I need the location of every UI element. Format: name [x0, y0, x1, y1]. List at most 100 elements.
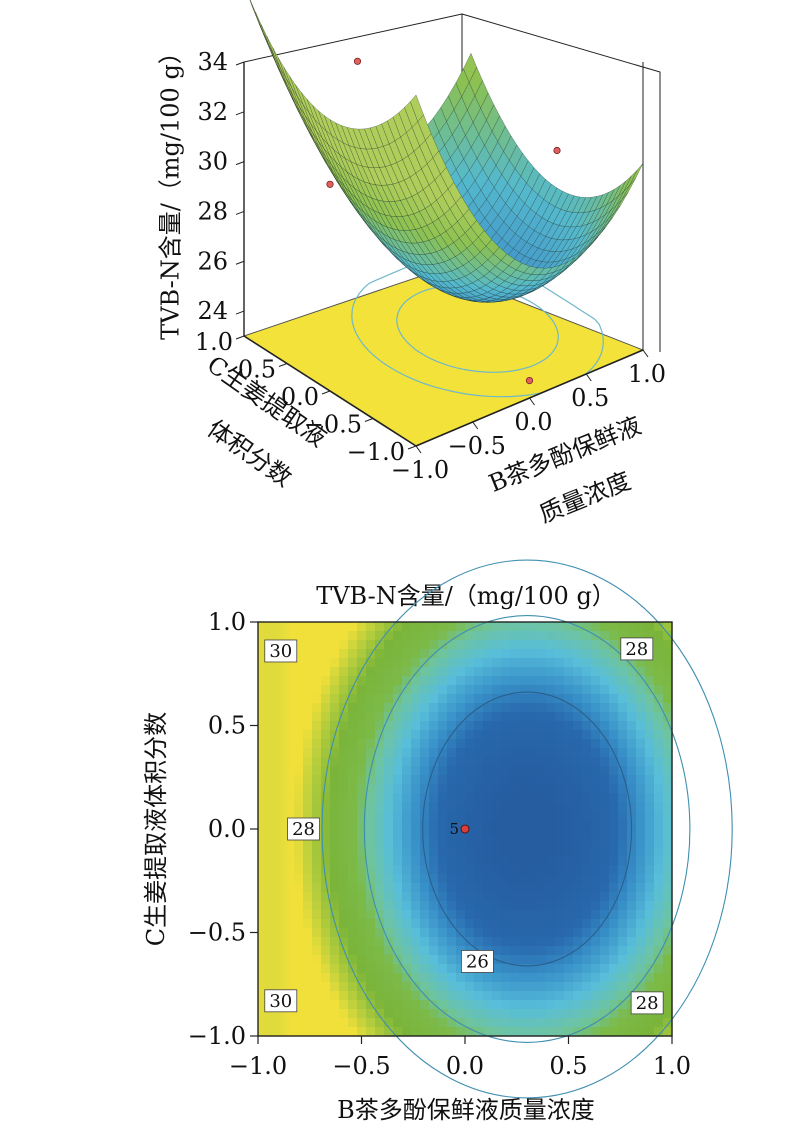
heatmap-cell [357, 676, 367, 686]
heatmap-cell [357, 937, 367, 947]
heatmap-cell [609, 874, 619, 884]
heatmap-cell [402, 712, 412, 722]
heatmap-cell [294, 1027, 304, 1037]
heatmap-cell [366, 1009, 376, 1019]
heatmap-cell [564, 838, 574, 848]
heatmap-cell [555, 685, 565, 695]
heatmap-cell [600, 919, 610, 929]
heatmap-cell [483, 973, 493, 983]
heatmap-cell [312, 874, 322, 884]
heatmap-cell [564, 946, 574, 956]
heatmap-cell [474, 721, 484, 731]
heatmap-cell [402, 622, 412, 632]
heatmap-cell [564, 1027, 574, 1037]
heatmap-cell [303, 946, 313, 956]
heatmap-cell [438, 910, 448, 920]
heatmap-cell [366, 991, 376, 1001]
heatmap-cell [357, 784, 367, 794]
heatmap-cell [321, 1009, 331, 1019]
heatmap-cell [429, 901, 439, 911]
heatmap-cell [609, 991, 619, 1001]
heatmap-cell [537, 1009, 547, 1019]
heatmap-cell [573, 649, 583, 659]
heatmap-cell [573, 946, 583, 956]
heatmap-cell [393, 1000, 403, 1010]
heatmap-cell [492, 991, 502, 1001]
heatmap-cell [420, 829, 430, 839]
heatmap-cell [420, 649, 430, 659]
heatmap-cell [366, 676, 376, 686]
heatmap-cell [447, 1009, 457, 1019]
heatmap-cell [447, 802, 457, 812]
heatmap-cell [591, 793, 601, 803]
heatmap-cell [510, 676, 520, 686]
heatmap-cell [393, 910, 403, 920]
heatmap-cell [483, 793, 493, 803]
heatmap-cell [528, 901, 538, 911]
heatmap-cell [528, 658, 538, 668]
heatmap-cell [501, 658, 511, 668]
heatmap-cell [429, 991, 439, 1001]
heatmap-cell [573, 793, 583, 803]
heatmap-cell [663, 973, 673, 983]
heatmap-cell [519, 937, 529, 947]
heatmap-cell [564, 658, 574, 668]
heatmap-cell [330, 937, 340, 947]
heatmap-cell [528, 964, 538, 974]
heatmap-cell [384, 865, 394, 875]
heatmap-cell [357, 667, 367, 677]
heatmap-cell [555, 1018, 565, 1028]
heatmap-cell [375, 721, 385, 731]
heatmap-cell [510, 973, 520, 983]
heatmap-cell [375, 856, 385, 866]
heatmap-cell [654, 703, 664, 713]
heatmap-cell [501, 874, 511, 884]
heatmap-cell [609, 667, 619, 677]
heatmap-cell [321, 685, 331, 695]
heatmap-cell [573, 991, 583, 1001]
heatmap-cell [519, 1009, 529, 1019]
heatmap-cell [546, 766, 556, 776]
surface-cell [629, 163, 644, 186]
heatmap-cell [357, 640, 367, 650]
heatmap-cell [339, 820, 349, 830]
heatmap-cell [339, 982, 349, 992]
heatmap-cell [627, 658, 637, 668]
heatmap-cell [609, 802, 619, 812]
heatmap-cell [357, 955, 367, 965]
heatmap-cell [456, 919, 466, 929]
heatmap-cell [645, 892, 655, 902]
heatmap-cell [402, 1027, 412, 1037]
heatmap-cell [321, 658, 331, 668]
heatmap-cell [402, 901, 412, 911]
heatmap-cell [636, 901, 646, 911]
heatmap-cell [537, 910, 547, 920]
heatmap-cell [303, 802, 313, 812]
heatmap-cell [384, 703, 394, 713]
heatmap-cell [663, 739, 673, 749]
heatmap-cell [447, 631, 457, 641]
heatmap-cell [537, 955, 547, 965]
heatmap-cell [618, 703, 628, 713]
heatmap-cell [573, 892, 583, 902]
heatmap-cell [357, 775, 367, 785]
c-axis-ticks: −1.0−0.50.00.51.0 [195, 328, 417, 466]
heatmap-cell [510, 982, 520, 992]
heatmap-cell [366, 811, 376, 821]
heatmap-cell [510, 1000, 520, 1010]
heatmap-cell [294, 838, 304, 848]
heatmap-cell [303, 739, 313, 749]
heatmap-cell [456, 1000, 466, 1010]
heatmap-cell [348, 973, 358, 983]
heatmap-cell [312, 793, 322, 803]
heatmap-cell [519, 892, 529, 902]
heatmap-cell [492, 838, 502, 848]
heatmap-cell [366, 784, 376, 794]
heatmap-cell [375, 883, 385, 893]
heatmap-cell [609, 946, 619, 956]
heatmap-cell [627, 982, 637, 992]
heatmap-cell [555, 946, 565, 956]
heatmap-cell [591, 685, 601, 695]
heatmap-cell [411, 1009, 421, 1019]
heatmap-cell [501, 676, 511, 686]
